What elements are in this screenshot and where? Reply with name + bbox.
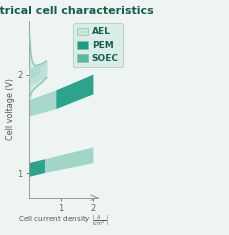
Title: Electrical cell characteristics: Electrical cell characteristics xyxy=(0,6,153,16)
X-axis label: Cell current density $\left[\frac{A}{cm^2}\right]$: Cell current density $\left[\frac{A}{cm^… xyxy=(18,214,109,229)
Legend: AEL, PEM, SOEC: AEL, PEM, SOEC xyxy=(73,23,123,67)
Polygon shape xyxy=(29,61,46,87)
Polygon shape xyxy=(29,90,56,117)
Polygon shape xyxy=(56,75,93,109)
Y-axis label: Cell voltage (V): Cell voltage (V) xyxy=(5,78,15,140)
Polygon shape xyxy=(29,65,40,79)
Polygon shape xyxy=(29,159,45,177)
Polygon shape xyxy=(45,147,93,173)
